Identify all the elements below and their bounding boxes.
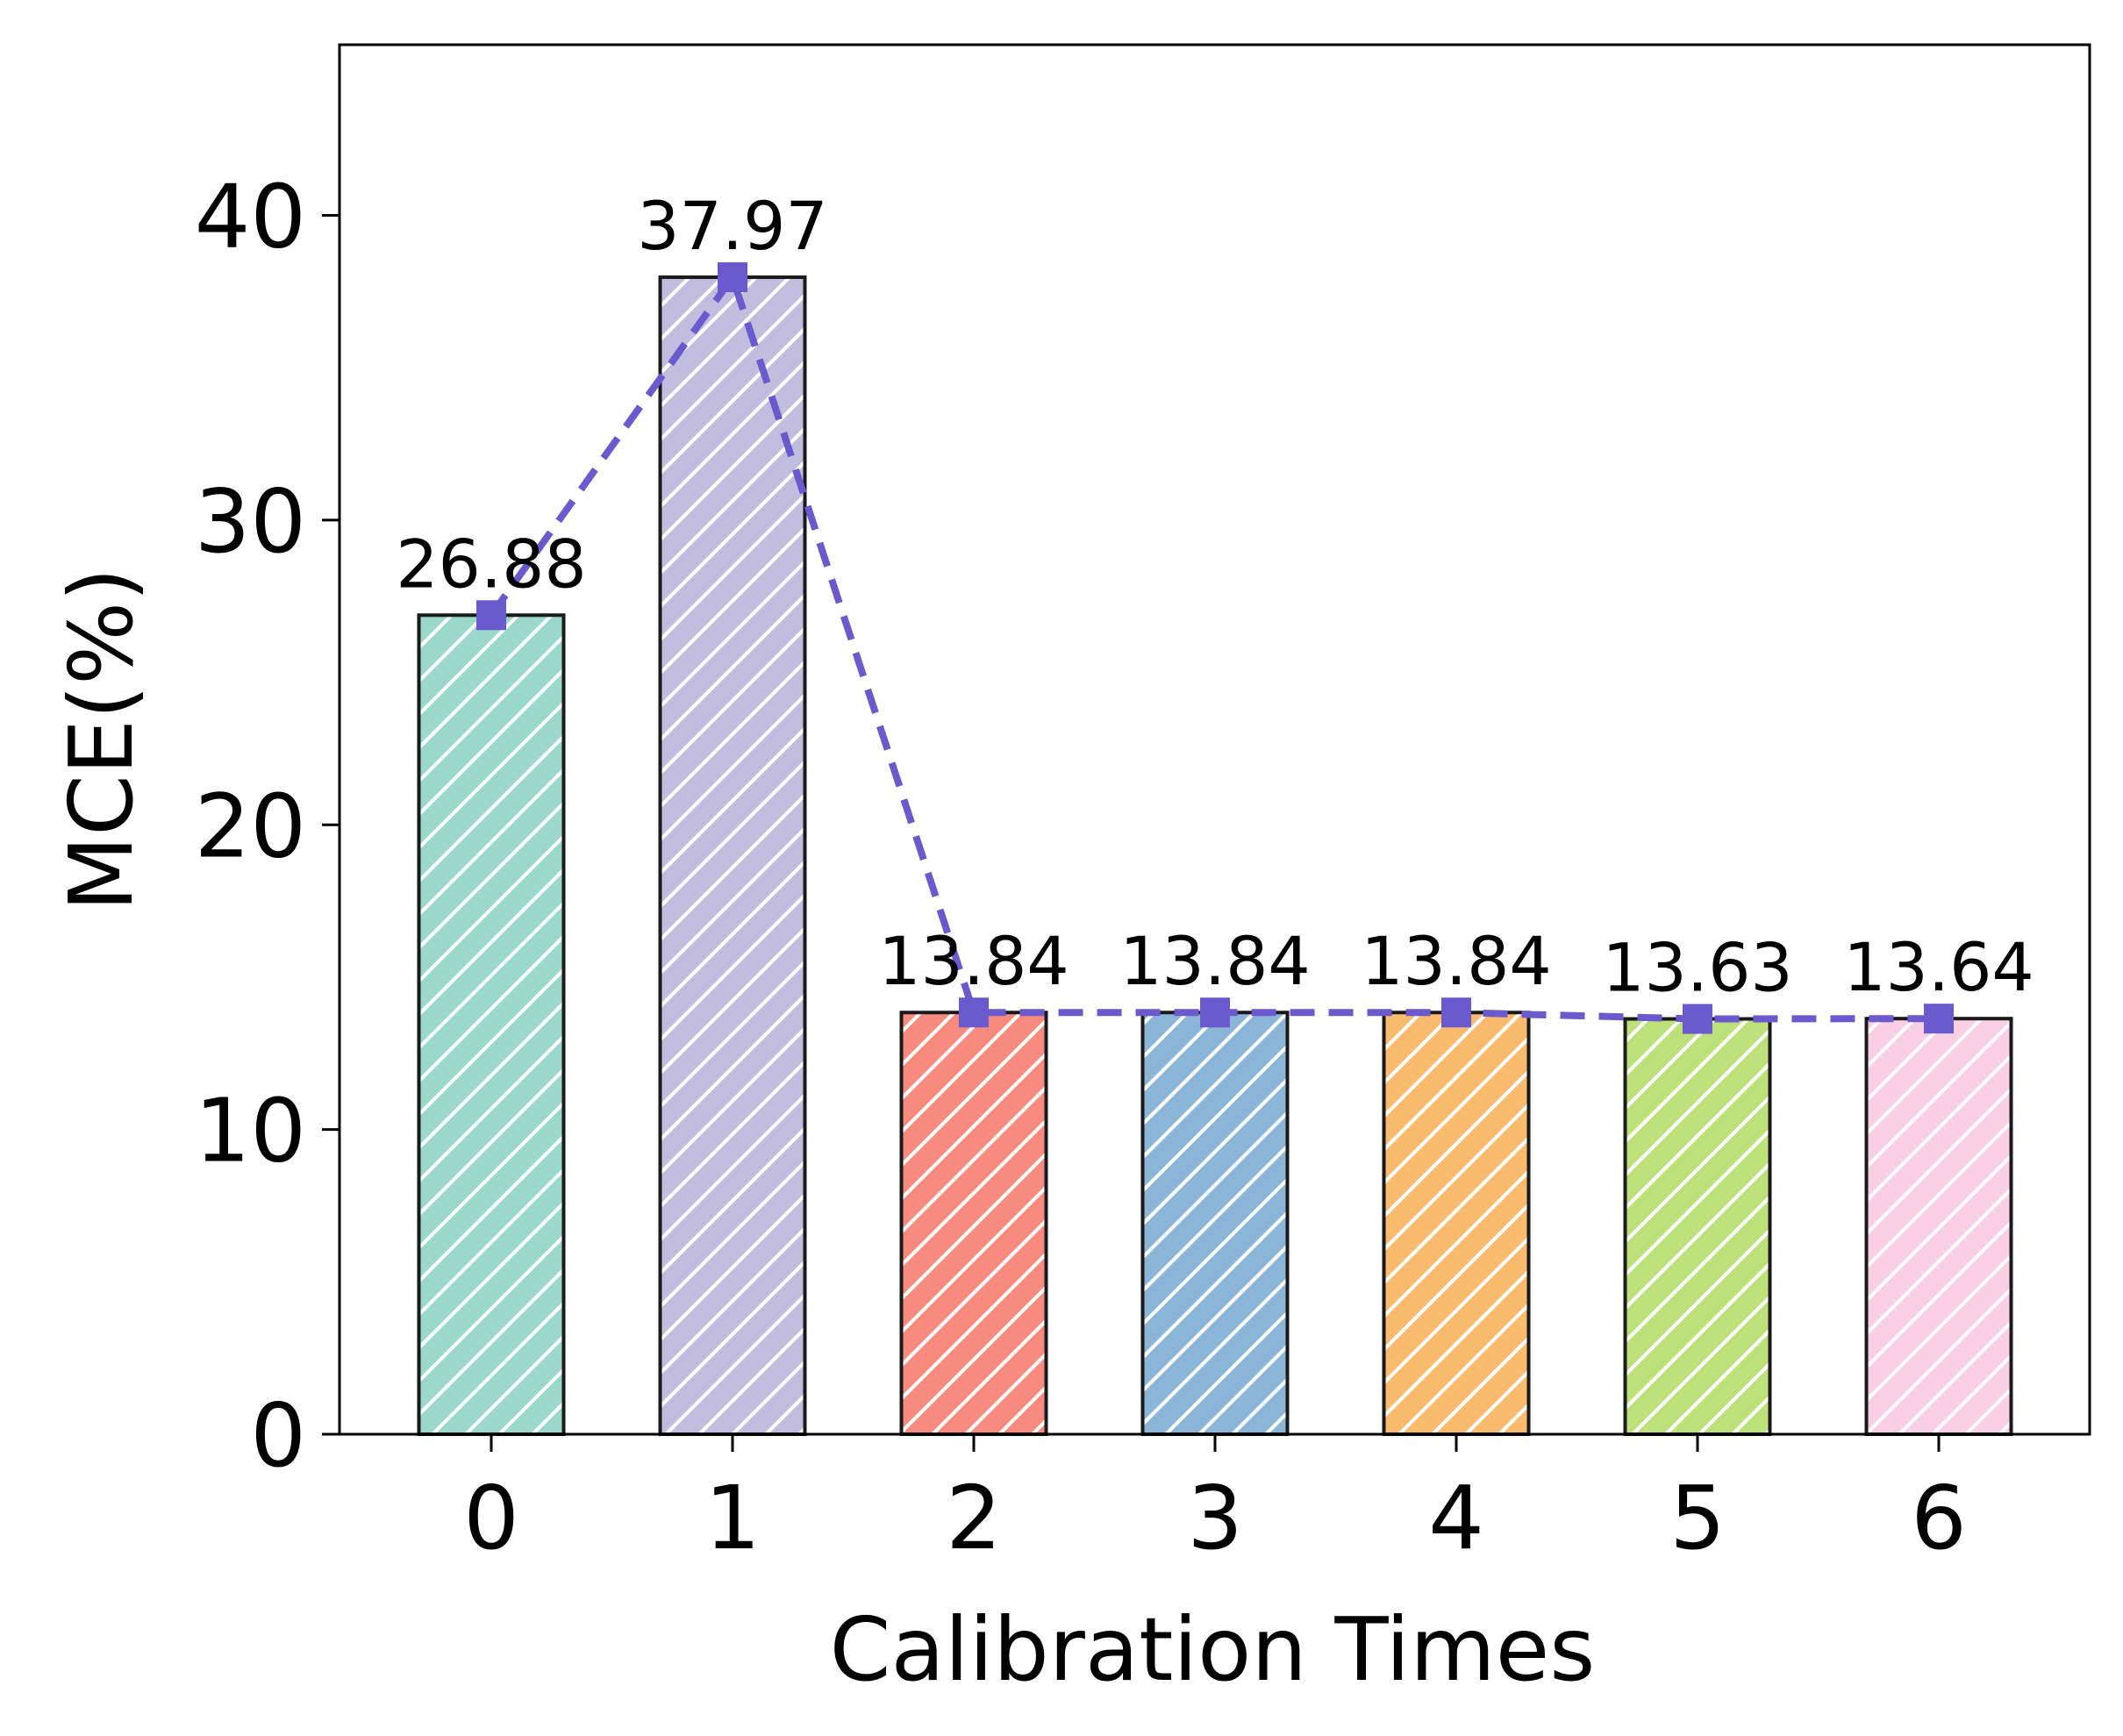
x-tick-label-0: 0 bbox=[463, 1467, 519, 1569]
x-tick-label-6: 6 bbox=[1911, 1467, 1967, 1569]
x-tick-label-3: 3 bbox=[1187, 1467, 1243, 1569]
x-tick-label-5: 5 bbox=[1669, 1467, 1726, 1569]
bar-0 bbox=[417, 613, 566, 1436]
data-label-6: 13.64 bbox=[1843, 928, 2034, 1006]
x-tick-label-4: 4 bbox=[1428, 1467, 1484, 1569]
trend-line-group bbox=[476, 262, 1954, 1034]
trend-marker-2 bbox=[959, 997, 989, 1028]
y-tick-label-0: 0 bbox=[250, 1384, 306, 1487]
y-axis-title: MCE(%) bbox=[50, 568, 153, 911]
bar-5 bbox=[1623, 1017, 1772, 1437]
y-tick-label-40: 40 bbox=[195, 166, 306, 268]
x-axis: 0 1 2 3 4 5 6 bbox=[463, 1434, 1967, 1569]
trend-marker-1 bbox=[718, 262, 747, 293]
x-tick-label-2: 2 bbox=[946, 1467, 1002, 1569]
bar-3 bbox=[1140, 1011, 1290, 1436]
data-label-1: 37.97 bbox=[637, 187, 828, 265]
x-axis-title: Calibration Times bbox=[830, 1598, 1596, 1701]
bar-6 bbox=[1864, 1017, 2013, 1436]
data-label-4: 13.84 bbox=[1361, 922, 1552, 1000]
y-axis: 0 10 20 30 40 bbox=[195, 166, 340, 1487]
x-tick-label-1: 1 bbox=[704, 1467, 761, 1569]
y-tick-label-20: 20 bbox=[195, 775, 306, 877]
trend-marker-0 bbox=[476, 600, 506, 631]
trend-marker-4 bbox=[1441, 997, 1471, 1028]
y-tick-label-30: 30 bbox=[195, 470, 306, 573]
y-tick-label-10: 10 bbox=[195, 1080, 306, 1182]
bar-1 bbox=[658, 275, 807, 1436]
trend-marker-5 bbox=[1683, 1004, 1712, 1034]
trend-marker-6 bbox=[1924, 1004, 1954, 1034]
data-label-5: 13.63 bbox=[1602, 929, 1793, 1007]
bar-2 bbox=[899, 1011, 1048, 1436]
bar-4 bbox=[1382, 1011, 1531, 1436]
data-labels-group: 26.88 37.97 13.84 13.84 13.84 13.63 13.64 bbox=[396, 187, 2034, 1006]
data-label-2: 13.84 bbox=[878, 922, 1069, 1000]
bars-group bbox=[417, 275, 2013, 1437]
trend-marker-3 bbox=[1200, 997, 1230, 1028]
data-label-3: 13.84 bbox=[1119, 922, 1311, 1000]
data-label-0: 26.88 bbox=[396, 525, 587, 603]
